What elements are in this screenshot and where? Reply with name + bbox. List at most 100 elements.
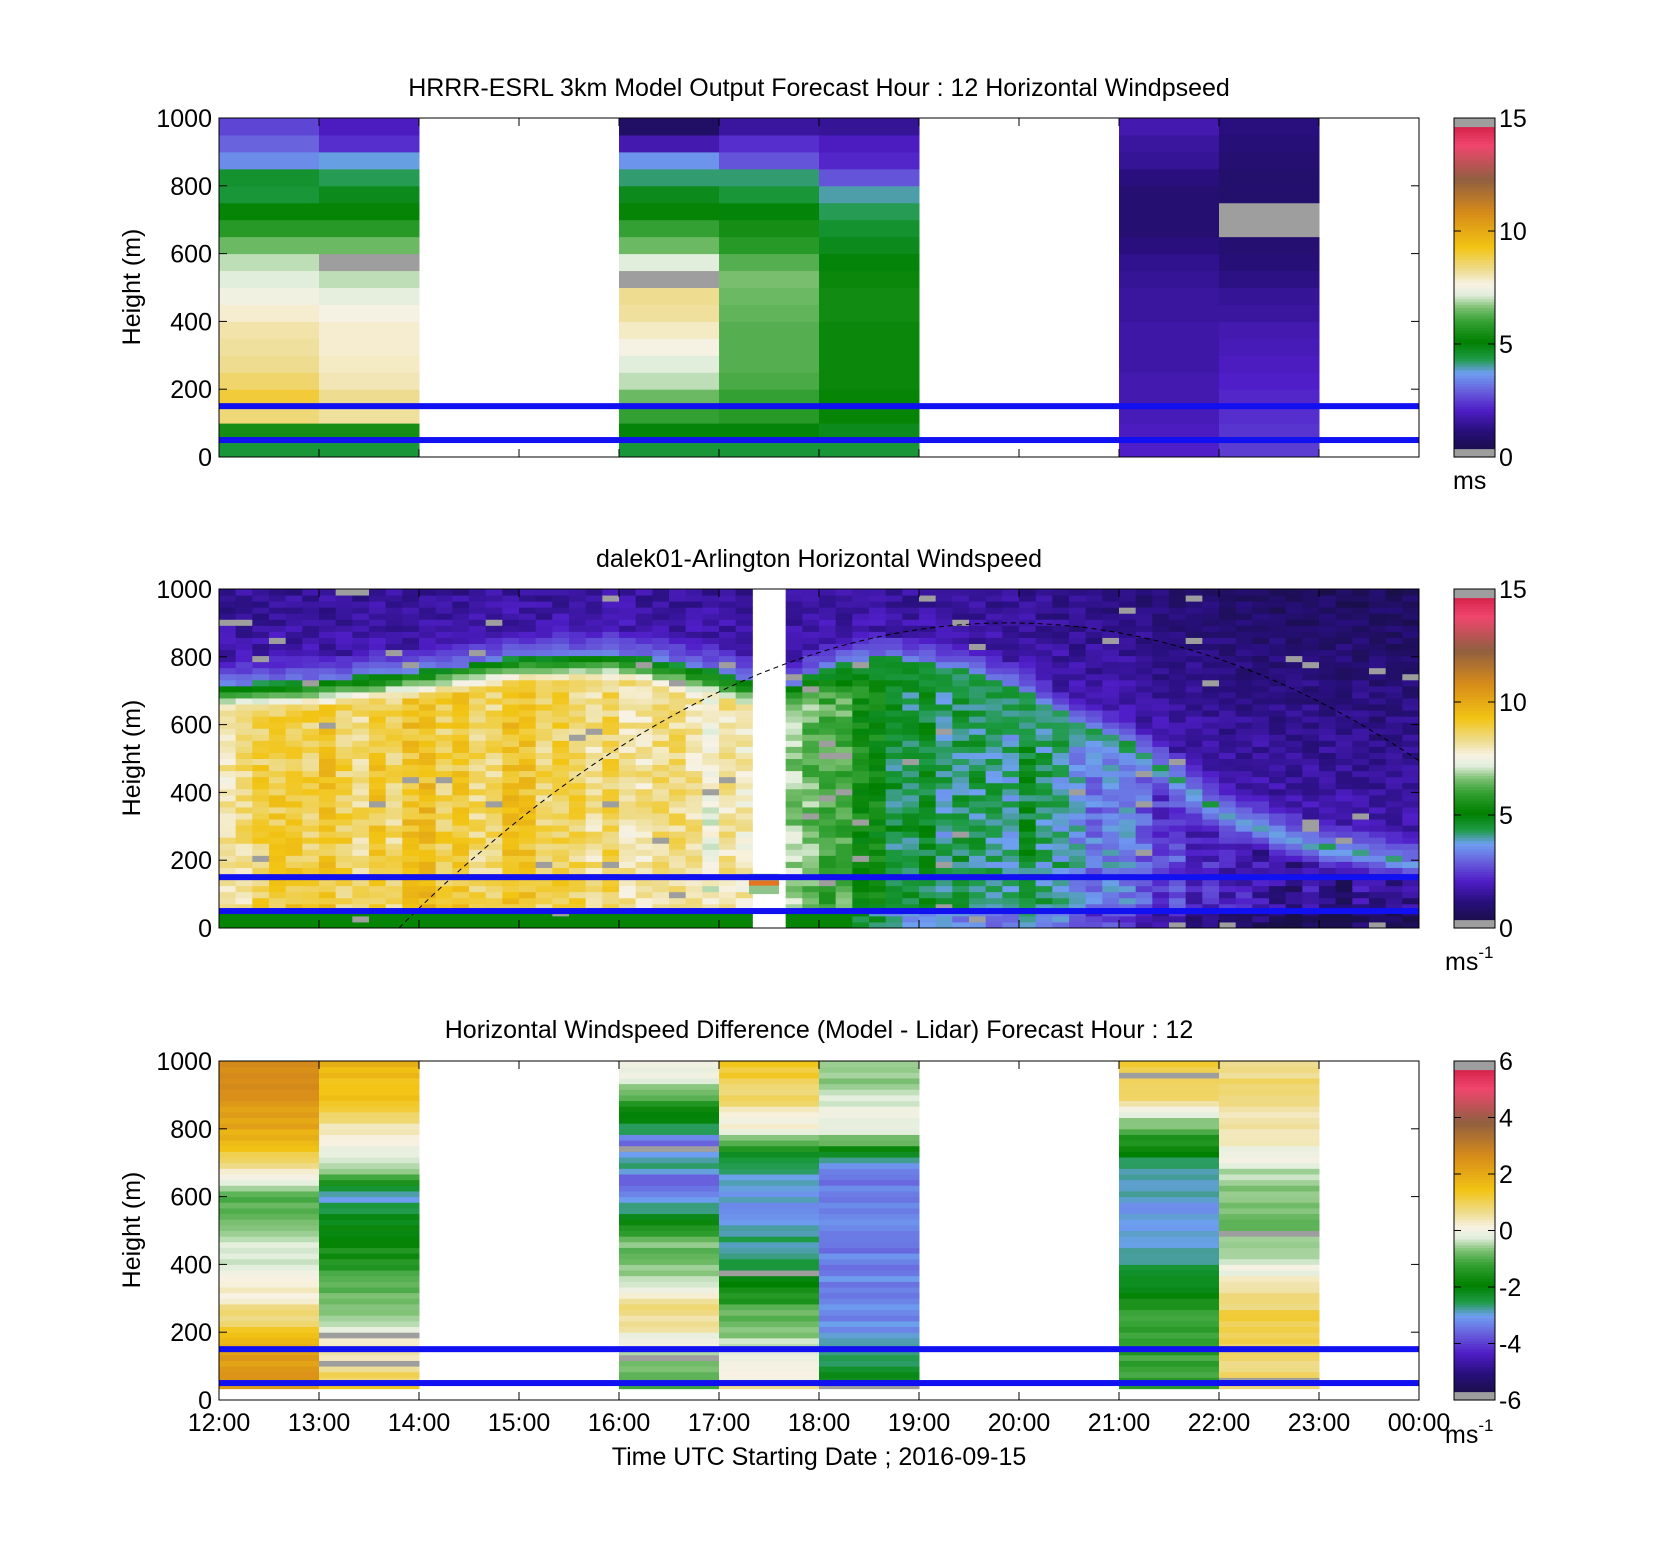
heatmap-cell — [819, 807, 836, 814]
heatmap-cell — [902, 795, 919, 802]
heatmap-cell — [419, 710, 436, 717]
heatmap-cell — [719, 321, 820, 338]
heatmap-cell — [419, 880, 436, 887]
heatmap-cell — [252, 880, 269, 887]
heatmap-cell — [636, 861, 653, 868]
heatmap-cell — [1186, 759, 1203, 766]
heatmap-cell — [702, 595, 719, 602]
heatmap-cell — [919, 759, 936, 766]
heatmap-cell — [836, 662, 853, 669]
heatmap-cell — [502, 637, 519, 644]
heatmap-cell — [1352, 795, 1369, 802]
heatmap-cell — [1269, 771, 1286, 778]
heatmap-cell — [552, 668, 569, 675]
heatmap-cell — [902, 746, 919, 753]
heatmap-cell — [786, 837, 803, 844]
heatmap-cell — [336, 595, 353, 602]
heatmap-cell — [802, 643, 819, 650]
heatmap-cell — [1019, 674, 1036, 681]
heatmap-cell — [1219, 1168, 1320, 1174]
heatmap-cell — [302, 613, 319, 620]
heatmap-cell — [902, 843, 919, 850]
heatmap-cell — [452, 734, 469, 741]
heatmap-cell — [852, 789, 869, 796]
heatmap-cell — [1019, 631, 1036, 638]
heatmap-cell — [669, 843, 686, 850]
heatmap-cell — [1119, 692, 1136, 699]
heatmap-cell — [1236, 861, 1253, 868]
heatmap-cell — [1036, 789, 1053, 796]
heatmap-cell — [436, 674, 453, 681]
heatmap-cell — [1102, 765, 1119, 772]
heatmap-cell — [1119, 1061, 1220, 1067]
heatmap-cell — [519, 819, 536, 826]
heatmap-cell — [1086, 601, 1103, 608]
heatmap-cell — [886, 716, 903, 723]
heatmap-cell — [452, 728, 469, 735]
heatmap-cell — [302, 789, 319, 796]
heatmap-cell — [1319, 825, 1336, 832]
heatmap-cell — [736, 668, 753, 675]
heatmap-cell — [1152, 704, 1169, 711]
heatmap-cell — [252, 613, 269, 620]
heatmap-cell — [602, 843, 619, 850]
heatmap-cell — [652, 771, 669, 778]
heatmap-cell — [1319, 813, 1336, 820]
heatmap-cell — [749, 881, 779, 886]
heatmap-cell — [236, 625, 253, 632]
heatmap-cell — [719, 1095, 820, 1101]
heatmap-cell — [486, 722, 503, 729]
heatmap-cell — [1169, 783, 1186, 790]
heatmap-cell — [719, 813, 736, 820]
heatmap-cell — [602, 637, 619, 644]
heatmap-cell — [1102, 837, 1119, 844]
heatmap-cell — [569, 843, 586, 850]
heatmap-cell — [969, 783, 986, 790]
heatmap-cell — [436, 789, 453, 796]
heatmap-cell — [852, 807, 869, 814]
heatmap-cell — [719, 1163, 820, 1169]
heatmap-cell — [619, 752, 636, 759]
heatmap-cell — [219, 1372, 320, 1378]
heatmap-cell — [452, 783, 469, 790]
heatmap-cell — [1102, 819, 1119, 826]
heatmap-cell — [702, 825, 719, 832]
heatmap-cell — [569, 789, 586, 796]
heatmap-cell — [1202, 916, 1219, 923]
heatmap-cell — [869, 819, 886, 826]
heatmap-cell — [319, 625, 336, 632]
heatmap-cell — [786, 595, 803, 602]
heatmap-cell — [852, 631, 869, 638]
heatmap-cell — [819, 1293, 920, 1299]
heatmap-cell — [1136, 650, 1153, 657]
heatmap-cell — [702, 867, 719, 874]
heatmap-cell — [1119, 220, 1220, 237]
heatmap-cell — [252, 783, 269, 790]
heatmap-cell — [1286, 728, 1303, 735]
heatmap-cell — [469, 892, 486, 899]
heatmap-cell — [1402, 589, 1419, 596]
heatmap-cell — [1369, 783, 1386, 790]
heatmap-cell — [1269, 759, 1286, 766]
heatmap-cell — [919, 789, 936, 796]
heatmap-cell — [402, 783, 419, 790]
heatmap-cell — [302, 837, 319, 844]
heatmap-cell — [1369, 813, 1386, 820]
heatmap-cell — [819, 203, 920, 220]
heatmap-cell — [702, 831, 719, 838]
heatmap-cell — [986, 777, 1003, 784]
heatmap-cell — [1186, 704, 1203, 711]
heatmap-cell — [902, 831, 919, 838]
heatmap-cell — [1219, 1242, 1320, 1248]
heatmap-cell — [519, 880, 536, 887]
heatmap-cell — [836, 795, 853, 802]
heatmap-cell — [1369, 668, 1386, 675]
heatmap-cell — [1002, 740, 1019, 747]
heatmap-cell — [1252, 722, 1269, 729]
heatmap-cell — [702, 916, 719, 923]
heatmap-cell — [1302, 728, 1319, 735]
heatmap-cell — [1119, 304, 1220, 321]
heatmap-cell — [1186, 801, 1203, 808]
heatmap-cell — [1119, 1101, 1220, 1107]
heatmap-cell — [352, 716, 369, 723]
